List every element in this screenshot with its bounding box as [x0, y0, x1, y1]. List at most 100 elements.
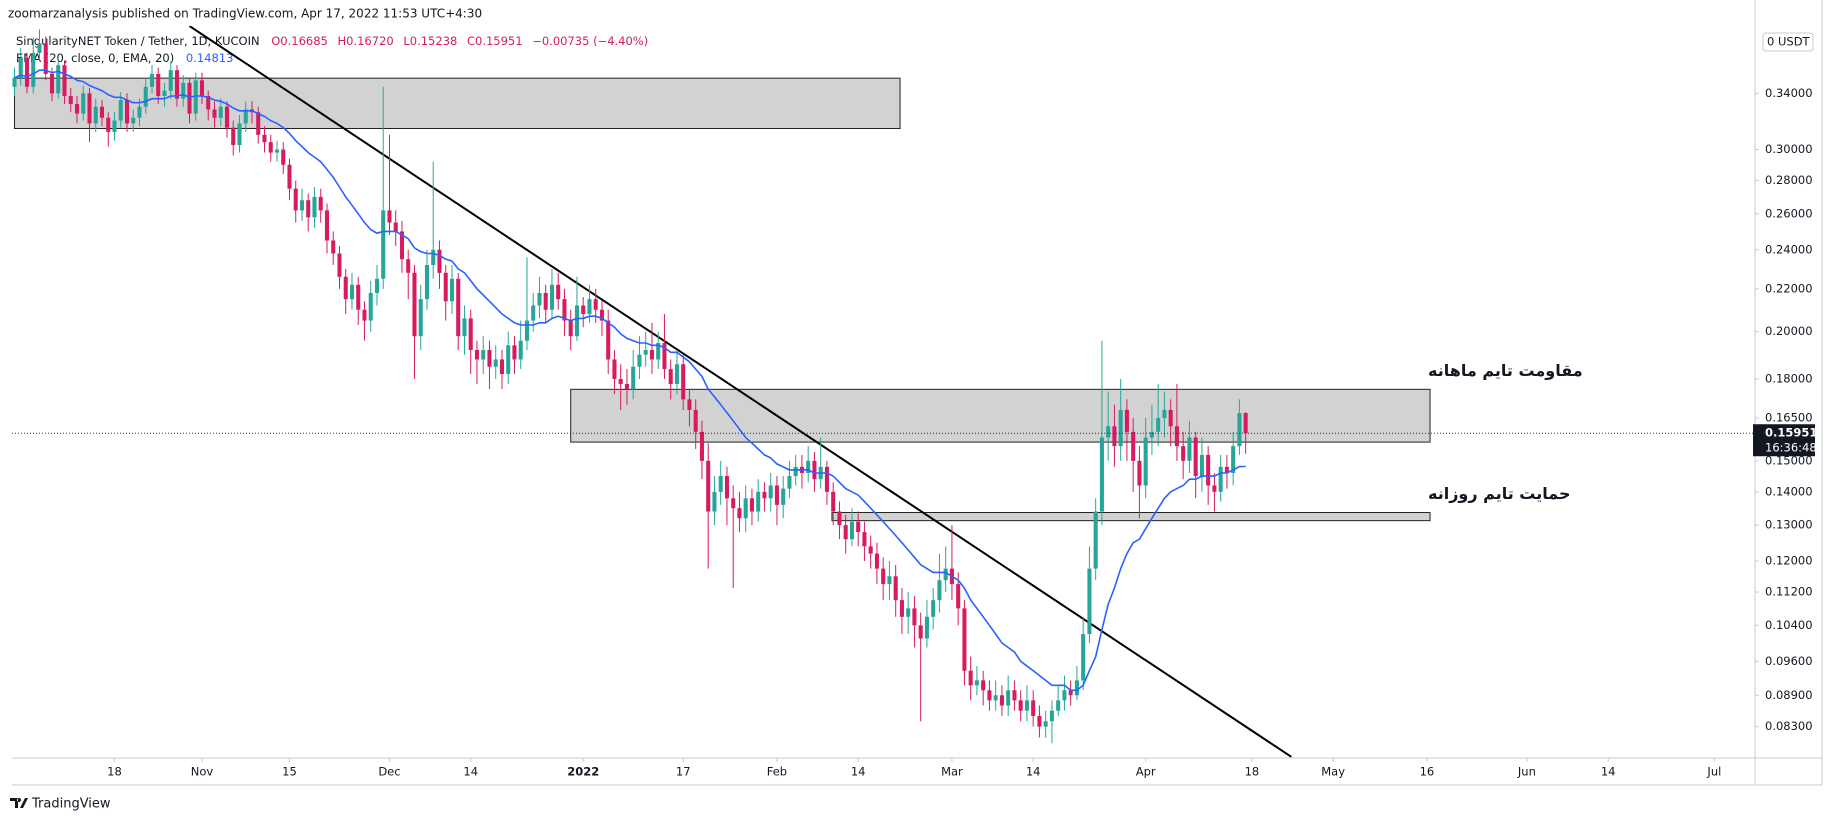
currency-label[interactable]: 0 USDT — [1767, 35, 1811, 49]
candle-body — [612, 359, 617, 379]
candle-body — [793, 466, 798, 477]
candle-body — [593, 299, 598, 310]
candle-body — [1162, 409, 1167, 419]
symbol-legend: SingularityNET Token / Tether, 1D, KUCOI… — [16, 34, 648, 48]
y-tick-label: 0.16500 — [1765, 411, 1813, 425]
y-tick-label: 0.20000 — [1765, 324, 1813, 338]
candle-body — [637, 354, 642, 367]
candle-body — [437, 249, 442, 273]
candle-body — [412, 272, 417, 337]
candle-body — [987, 690, 992, 701]
candle-body — [968, 670, 973, 686]
candle-body — [924, 616, 929, 639]
candle-body — [399, 231, 405, 260]
candle-body — [524, 320, 529, 341]
candle-body — [743, 498, 748, 519]
candle-body — [931, 600, 936, 617]
candle-body — [1074, 680, 1079, 696]
candle-body — [1156, 418, 1161, 432]
candle-body — [656, 343, 661, 360]
y-tick-label: 0.18000 — [1765, 371, 1813, 385]
candle-body — [1024, 700, 1029, 711]
candle-body — [374, 278, 380, 293]
candle-body — [543, 292, 548, 310]
candle-body — [256, 112, 261, 135]
candle-body — [737, 508, 742, 519]
annotation: مقاومت تایم ماهانه — [1428, 361, 1583, 380]
candle-body — [1031, 700, 1036, 716]
symbol-title: SingularityNET Token / Tether, 1D, KUCOI… — [16, 34, 260, 48]
candle-body — [556, 284, 561, 300]
candle-body — [1237, 413, 1242, 447]
candle-body — [937, 580, 942, 601]
y-tick-label: 0.26000 — [1765, 206, 1813, 220]
candle-body — [681, 364, 686, 400]
candle-body — [812, 460, 817, 480]
candle-body — [899, 600, 904, 617]
candle-body — [699, 431, 704, 461]
y-tick-label: 0.10400 — [1765, 618, 1813, 632]
trend-line — [188, 26, 1292, 758]
annotation: حمایت تایم روزانه — [1428, 484, 1570, 503]
candle-body — [537, 292, 542, 306]
candle-body — [112, 120, 117, 132]
axes: 0.34000 0.30000 0.28000 0.26000 0.24000 0.220… — [107, 86, 1817, 779]
candle-body — [1206, 454, 1211, 486]
candle-body — [43, 43, 48, 74]
candle-body — [718, 476, 723, 492]
candle-body — [499, 359, 504, 375]
candle-body — [631, 366, 636, 390]
y-tick-label: 0.28000 — [1765, 173, 1813, 187]
candle-body — [424, 264, 430, 300]
candle-body — [268, 142, 273, 153]
candle-body — [1174, 426, 1179, 447]
candle-body — [343, 276, 348, 300]
candle-body — [1124, 409, 1129, 432]
candle-body — [1231, 446, 1236, 473]
currency-box[interactable] — [1762, 32, 1814, 52]
candle-body — [1056, 700, 1061, 711]
candle-body — [68, 95, 73, 105]
candle-body — [481, 349, 486, 360]
candle-body — [349, 284, 355, 300]
candle-body — [287, 164, 292, 189]
candle-body — [281, 149, 286, 165]
candle-body — [781, 488, 786, 505]
candle-body — [1049, 710, 1054, 722]
candle-body — [368, 292, 373, 321]
candle-body — [162, 90, 167, 96]
candle-body — [243, 109, 248, 124]
candle-body — [562, 299, 567, 321]
ema-line — [14, 69, 1246, 692]
candle-body — [856, 521, 861, 533]
y-tick-label: 0.09600 — [1765, 654, 1813, 668]
candle-body — [724, 476, 729, 499]
candle-body — [712, 491, 717, 512]
candle-body — [37, 43, 42, 53]
candle-body — [156, 73, 161, 96]
low-label: L0.15238 — [403, 34, 457, 48]
candle-body — [362, 309, 367, 321]
candle-body — [849, 521, 854, 540]
candle-body — [962, 608, 967, 671]
x-tick-label: Jul — [1706, 765, 1721, 779]
candle-body — [231, 127, 236, 146]
ema-name: EMA (20, close, 0, EMA, 20) — [16, 51, 174, 65]
candle-body — [574, 305, 579, 337]
x-tick-label: 18 — [1245, 765, 1260, 779]
candle-body — [431, 249, 436, 265]
candle-body — [649, 349, 654, 360]
candle-body — [143, 86, 148, 107]
candle-body — [74, 104, 80, 114]
candle-body — [956, 584, 961, 609]
candle-body — [887, 576, 892, 585]
candle-body — [862, 532, 867, 547]
zone — [831, 512, 1431, 522]
candle-body — [318, 196, 323, 211]
candle-body — [687, 399, 692, 410]
candle-body — [668, 369, 673, 384]
candle-body — [106, 117, 111, 132]
y-tick-label: 0.13000 — [1765, 518, 1813, 532]
candle-body — [181, 82, 186, 99]
